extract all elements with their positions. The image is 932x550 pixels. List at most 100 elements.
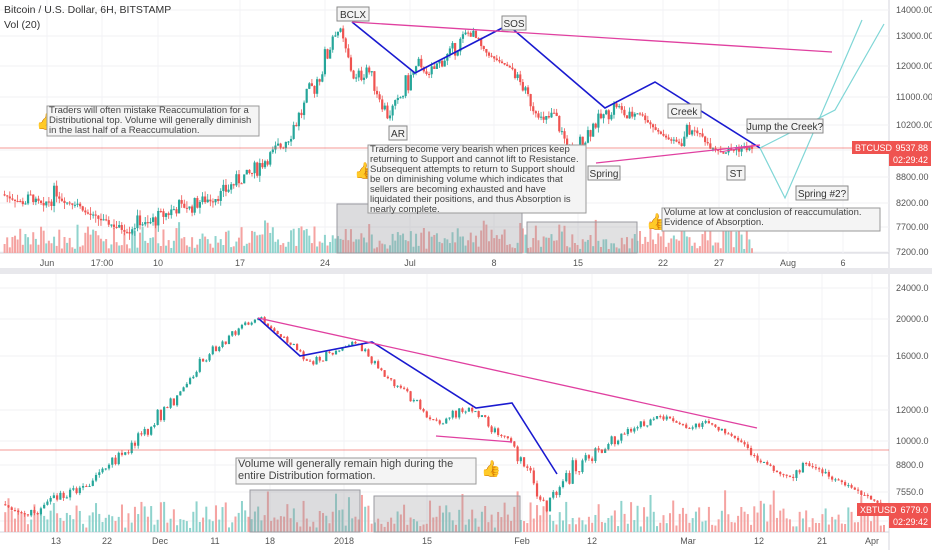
top-volume-bar bbox=[579, 248, 582, 253]
top-volume-bar bbox=[115, 242, 118, 253]
top-volume-bar bbox=[196, 244, 199, 253]
bottom-volume-bar bbox=[549, 514, 552, 532]
top-candle-body bbox=[511, 67, 514, 70]
top-volume-bar bbox=[485, 224, 488, 253]
bottom-volume-bar bbox=[539, 515, 542, 532]
bottom-volume-box-1 bbox=[249, 489, 361, 533]
top-candle-body bbox=[467, 32, 470, 34]
bottom-candle-body bbox=[678, 422, 681, 425]
bottom-volume-bar bbox=[516, 491, 519, 532]
top-candle-body bbox=[253, 162, 256, 174]
bottom-x-tick-label: 18 bbox=[265, 536, 275, 546]
top-candle-body bbox=[347, 48, 350, 58]
label-spring-2[interactable]: Spring #2? bbox=[795, 185, 849, 201]
bottom-volume-bar bbox=[176, 525, 179, 532]
top-candle-body bbox=[685, 124, 688, 137]
top-volume-bar bbox=[313, 226, 316, 253]
bottom-candle-body bbox=[639, 421, 642, 428]
top-candle-body bbox=[115, 226, 118, 228]
bottom-volume-bar bbox=[756, 512, 759, 532]
top-candle-body bbox=[425, 71, 428, 74]
top-candle-body bbox=[250, 172, 254, 174]
bottom-candle-body bbox=[526, 466, 529, 468]
bottom-volume-bar bbox=[78, 510, 81, 532]
bottom-candle-body bbox=[821, 469, 824, 474]
top-volume-bar bbox=[709, 230, 712, 253]
top-volume-bar bbox=[487, 241, 490, 253]
top-candle-body bbox=[89, 213, 92, 216]
top-volume-bar bbox=[719, 248, 722, 253]
top-volume-bar bbox=[347, 240, 350, 253]
note-absorption[interactable]: 👍 Volume at low at conclusion of reaccum… bbox=[646, 207, 881, 233]
bottom-candle-body bbox=[655, 416, 659, 419]
bottom-symbol-tag: XBTUSD bbox=[860, 505, 897, 515]
bottom-candle-body bbox=[111, 457, 114, 465]
top-volume-bar bbox=[99, 238, 102, 253]
top-candle-body bbox=[664, 135, 668, 138]
bottom-volume-bar bbox=[299, 526, 302, 532]
top-candle-body bbox=[123, 229, 126, 232]
top-candle-body bbox=[381, 99, 384, 110]
bottom-volume-bar bbox=[652, 511, 655, 532]
bottom-candle-body bbox=[68, 489, 72, 498]
label-jump-the-creek[interactable]: Jump the Creek? bbox=[746, 118, 824, 134]
note-reaccumulation[interactable]: 👍 Traders will often mistake Reaccumulat… bbox=[36, 105, 260, 138]
bottom-volume-bar bbox=[380, 523, 383, 532]
bottom-candle-body bbox=[279, 334, 282, 337]
label-ar[interactable]: AR bbox=[388, 125, 408, 141]
bottom-volume-bar bbox=[111, 516, 114, 532]
bottom-volume-bar bbox=[208, 519, 211, 532]
label-spring[interactable]: Spring bbox=[587, 165, 621, 181]
top-candle-body bbox=[448, 48, 452, 54]
bottom-volume-bar bbox=[717, 519, 720, 532]
bottom-volume-bar bbox=[253, 511, 256, 532]
label-sos[interactable]: SOS bbox=[501, 15, 527, 31]
bottom-volume-bar bbox=[215, 505, 218, 532]
panel-separator[interactable] bbox=[0, 268, 932, 274]
bottom-candle-body bbox=[104, 468, 107, 470]
bottom-candle-body bbox=[860, 490, 863, 495]
bottom-volume-bar bbox=[26, 524, 29, 532]
top-candle-body bbox=[245, 169, 248, 175]
label-st[interactable]: ST bbox=[726, 165, 746, 181]
top-volume-bar bbox=[717, 242, 720, 253]
volume-indicator-label: Vol (20) bbox=[4, 19, 40, 31]
bottom-volume-bar bbox=[169, 518, 172, 532]
top-volume-bar bbox=[243, 245, 246, 253]
top-volume-bar bbox=[527, 247, 530, 253]
top-volume-bar bbox=[391, 233, 394, 253]
bottom-volume-bar bbox=[694, 511, 697, 532]
bottom-candle-body bbox=[7, 505, 10, 508]
bottom-candle-body bbox=[730, 433, 733, 436]
top-candle-body bbox=[305, 88, 308, 103]
top-candle-body bbox=[227, 189, 230, 192]
top-volume-bar bbox=[191, 237, 194, 253]
top-candle-body bbox=[526, 87, 530, 95]
bottom-volume-bar bbox=[740, 506, 743, 532]
top-candle-body bbox=[120, 225, 123, 230]
bottom-volume-bar bbox=[617, 526, 620, 532]
top-candle-body bbox=[271, 149, 274, 153]
bottom-volume-bar bbox=[260, 520, 263, 532]
bottom-volume-bar bbox=[451, 520, 454, 532]
label-bclx[interactable]: BCLX bbox=[336, 6, 370, 22]
top-candle-body bbox=[6, 195, 9, 197]
top-candle-body bbox=[482, 46, 485, 50]
label-creek[interactable]: Creek bbox=[667, 103, 702, 119]
top-volume-bar bbox=[550, 234, 553, 253]
bottom-candle-body bbox=[866, 495, 869, 497]
top-candle-body bbox=[349, 57, 353, 71]
bottom-candle-body bbox=[500, 434, 503, 436]
bottom-candle-body bbox=[59, 492, 62, 500]
top-volume-bar bbox=[368, 224, 371, 253]
bottom-candle-body bbox=[289, 342, 292, 345]
top-candle-body bbox=[47, 201, 50, 203]
note-distribution[interactable]: Volume will generally remain high during… bbox=[235, 457, 501, 486]
top-candle-body bbox=[649, 122, 652, 125]
top-volume-bar bbox=[516, 242, 519, 253]
bottom-blue-swing-line bbox=[257, 317, 558, 475]
note-bearish[interactable]: 👍 Traders become very bearish when price… bbox=[354, 144, 587, 215]
bottom-volume-bar bbox=[52, 503, 55, 532]
bottom-volume-bar bbox=[13, 518, 16, 532]
bottom-volume-bar bbox=[578, 517, 581, 532]
